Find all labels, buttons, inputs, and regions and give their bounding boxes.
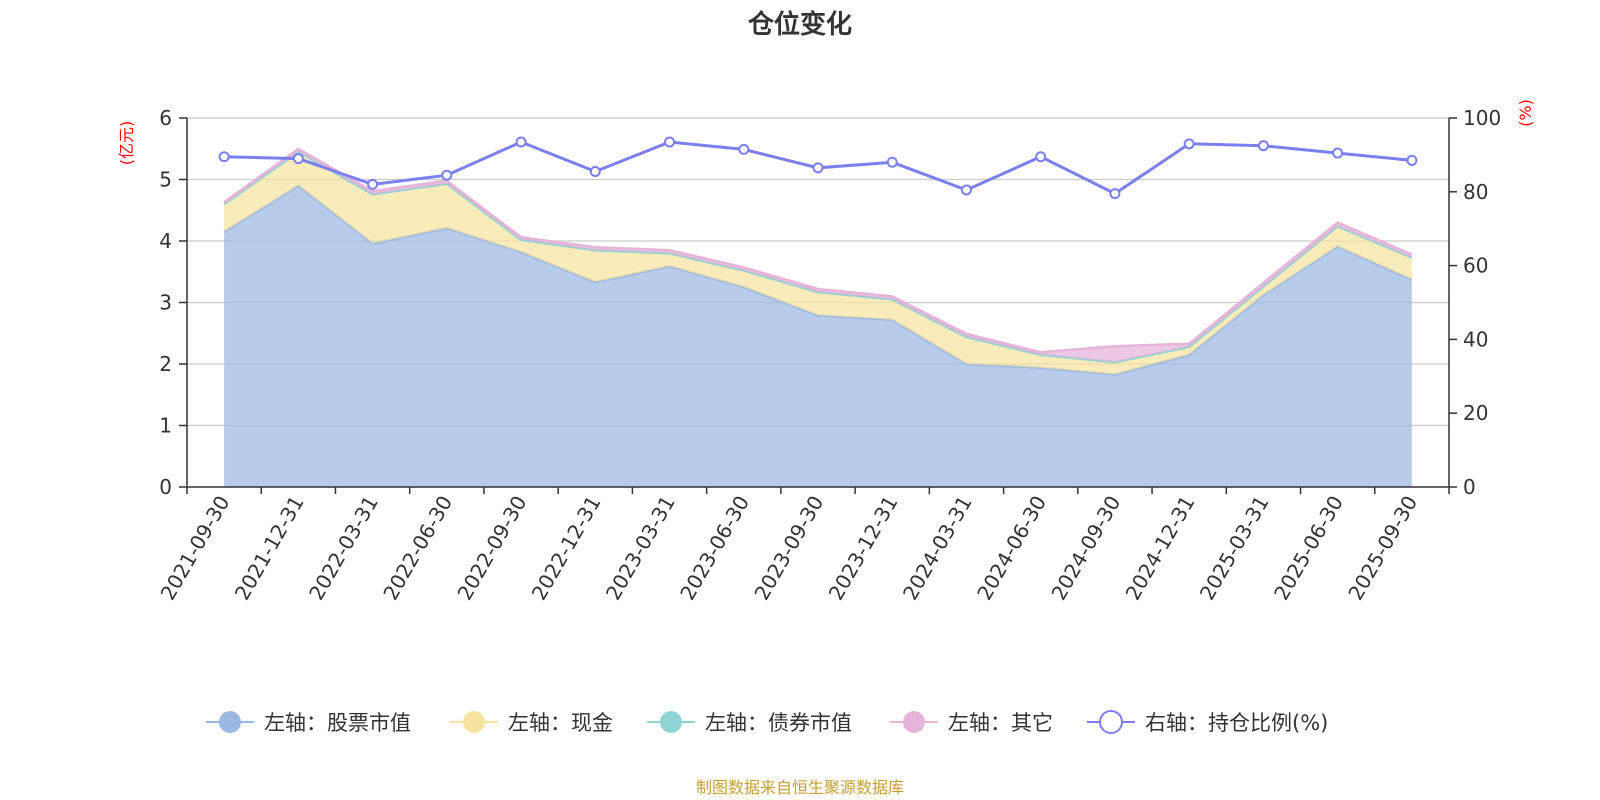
left-axis-unit: (亿元) [117, 121, 136, 166]
ratio-point [1406, 154, 1418, 166]
x-tick-label: 2024-09-30 [1046, 492, 1125, 605]
chart-title: 仓位变化 [747, 9, 852, 40]
ratio-point [1257, 140, 1269, 152]
x-tick-label: 2021-12-31 [230, 492, 309, 605]
ratio-point [218, 151, 230, 163]
right-tick-label: 20 [1463, 401, 1488, 425]
legend-marker [903, 711, 925, 733]
x-tick-label: 2022-09-30 [452, 492, 531, 605]
x-tick-label: 2022-12-31 [527, 492, 606, 605]
legend-item-3: 左轴：其它 [890, 711, 1053, 735]
legend: 左轴：股票市值 左轴：现金 左轴：债券市值 左轴：其它 右轴：持仓比例(%) [206, 710, 1328, 735]
legend-label: 左轴：股票市值 [264, 711, 411, 735]
ratio-point [960, 184, 972, 196]
legend-marker [660, 711, 682, 733]
x-tick-label: 2023-12-31 [824, 492, 903, 605]
legend-item-2: 左轴：债券市值 [647, 711, 852, 735]
left-tick-label: 1 [159, 414, 172, 438]
legend-label: 左轴：其它 [948, 711, 1053, 735]
area-0 [224, 185, 1412, 487]
ratio-point [367, 178, 379, 190]
ratio-point [664, 136, 676, 148]
area-edge-3 [223, 147, 1413, 354]
left-tick-label: 3 [159, 291, 172, 315]
right-tick-label: 100 [1463, 106, 1501, 130]
right-tick-label: 0 [1463, 475, 1476, 499]
x-tick-label: 2023-06-30 [675, 492, 754, 605]
ratio-point [589, 166, 601, 178]
x-tick-label: 2025-06-30 [1269, 492, 1348, 605]
legend-marker [463, 711, 485, 733]
left-tick-label: 6 [159, 106, 172, 130]
legend-label: 右轴：持仓比例(%) [1145, 711, 1328, 735]
ratio-point [1035, 151, 1047, 163]
legend-item-1: 左轴：现金 [450, 711, 613, 735]
legend-marker [219, 711, 241, 733]
ratio-point [1332, 147, 1344, 159]
x-tick-label: 2022-06-30 [378, 491, 457, 604]
ratio-point [738, 143, 750, 155]
x-tick-label: 2023-09-30 [749, 492, 828, 605]
legend-item-4: 右轴：持仓比例(%) [1087, 710, 1328, 735]
ratio-point [441, 169, 453, 181]
x-tick-label: 2022-03-31 [304, 492, 383, 605]
x-tick-label: 2021-09-30 [156, 492, 235, 605]
right-tick-label: 80 [1463, 180, 1488, 204]
left-tick-label: 5 [159, 168, 172, 192]
x-tick-label: 2024-12-31 [1121, 492, 1200, 605]
ratio-point [292, 153, 304, 165]
legend-label: 左轴：现金 [508, 711, 613, 735]
x-tick-label: 2025-09-30 [1343, 492, 1422, 605]
ratio-point [1109, 188, 1121, 200]
legend-marker [1099, 710, 1123, 734]
ratio-point [1183, 138, 1195, 150]
right-tick-label: 60 [1463, 254, 1488, 278]
x-tick-label: 2024-03-31 [898, 492, 977, 605]
left-tick-label: 4 [159, 229, 172, 253]
legend-label: 左轴：债券市值 [705, 711, 852, 735]
ratio-point [886, 156, 898, 168]
x-tick-label: 2025-03-31 [1195, 492, 1274, 605]
right-axis-unit: (%) [1516, 99, 1535, 127]
x-tick-label: 2023-03-31 [601, 492, 680, 605]
x-tick-label: 2024-06-30 [972, 492, 1051, 605]
ratio-point [812, 162, 824, 174]
holding-ratio-series [218, 136, 1418, 200]
source-note: 制图数据来自恒生聚源数据库 [696, 778, 904, 797]
legend-item-0: 左轴：股票市值 [206, 711, 411, 735]
left-tick-label: 0 [159, 475, 172, 499]
right-tick-label: 40 [1463, 327, 1488, 351]
left-tick-label: 2 [159, 352, 172, 376]
stacked-areas [223, 147, 1413, 487]
ratio-point [515, 136, 527, 148]
